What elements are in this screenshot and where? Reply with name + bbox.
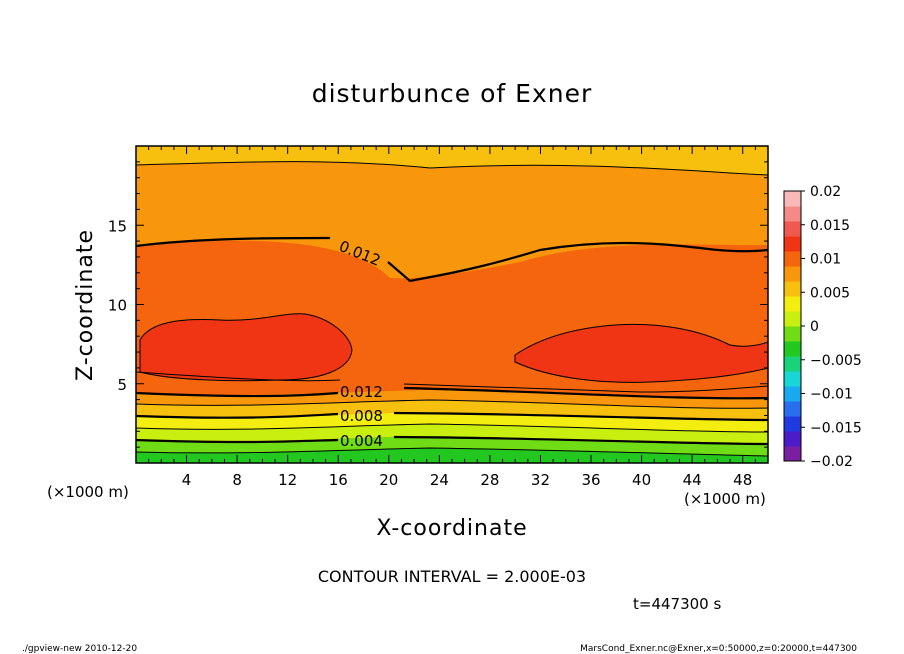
x-tick-label: 24 <box>430 471 449 489</box>
x-tick-label: 4 <box>182 471 192 489</box>
colorbar-cell <box>784 416 801 432</box>
z-axis-ticks: 5 10 15 <box>108 145 768 464</box>
x-tick-label: 16 <box>329 471 348 489</box>
colorbar-tick-label: −0.015 <box>810 420 862 436</box>
colorbar-tick-label: 0 <box>810 319 819 335</box>
contour-line-mid <box>135 371 769 393</box>
colorbar-tick-label: 0.02 <box>810 184 841 200</box>
footer-right: MarsCond_Exner.nc@Exner,x=0:50000,z=0:20… <box>580 644 857 654</box>
colorbar-cell <box>784 266 801 282</box>
contour-label-0012-lower: 0.012 <box>340 383 383 401</box>
colorbar-cell <box>784 311 801 327</box>
x-tick-label: 8 <box>232 471 242 489</box>
colorbar-cell <box>784 356 801 372</box>
chart-title: disturbunce of Exner <box>312 79 593 108</box>
colorbar-cell <box>784 401 801 417</box>
contour-interval-text: CONTOUR INTERVAL = 2.000E-03 <box>318 567 586 586</box>
colorbar-cell <box>784 371 801 387</box>
colorbar-cell <box>784 221 801 237</box>
band-bottom-1 <box>136 400 768 420</box>
colorbar-tick-label: −0.005 <box>810 353 862 369</box>
contour-line-top <box>135 161 769 176</box>
colorbar-cell <box>784 191 801 207</box>
band-top-0 <box>136 146 768 175</box>
colorbar-cell <box>784 341 801 357</box>
contour-label-0004: 0.004 <box>340 432 383 450</box>
z-tick-label: 15 <box>108 217 127 235</box>
contour-line-0008 <box>135 411 769 422</box>
x-tick-label: 36 <box>581 471 600 489</box>
colorbar <box>783 190 802 462</box>
x-tick-label: 48 <box>733 471 752 489</box>
x-tick-label: 40 <box>632 471 651 489</box>
x-unit-left: (×1000 m) <box>47 483 129 501</box>
z-tick-label: 5 <box>117 376 127 394</box>
x-tick-label: 20 <box>379 471 398 489</box>
colorbar-cell <box>784 281 801 297</box>
contour-line-b5 <box>135 447 769 457</box>
colorbar-cell <box>784 251 801 267</box>
y-axis-label: Z-coordinate <box>73 229 98 381</box>
colorbar-tick-label: 0.01 <box>810 252 841 268</box>
x-tick-label: 44 <box>683 471 702 489</box>
x-axis-ticks: 4 8 12 16 20 24 28 32 36 40 44 48 <box>135 146 769 489</box>
colorbar-cell <box>784 296 801 312</box>
colorbar-cell <box>784 206 801 222</box>
contour-line-0004 <box>135 435 769 446</box>
colorbar-cell <box>784 236 801 252</box>
core-left <box>139 313 353 382</box>
z-tick-label: 10 <box>108 297 127 315</box>
x-tick-label: 12 <box>278 471 297 489</box>
x-axis-label: X-coordinate <box>376 516 527 541</box>
colorbar-labels: 0.02 0.015 0.01 0.005 0 −0.005 −0.01 −0.015 −0.0… <box>801 184 862 470</box>
colorbar-tick-label: 0.005 <box>810 285 850 301</box>
colorbar-cell <box>784 431 801 447</box>
colorbar-tick-label: −0.01 <box>810 387 853 403</box>
colorbar-cell <box>784 386 801 402</box>
plot-area: 0.012 0.012 0.008 0.004 <box>135 145 769 464</box>
footer-left: ./gpview-new 2010-12-20 <box>22 644 137 654</box>
colorbar-tick-label: −0.02 <box>810 454 853 470</box>
colorbar-tick-label: 0.015 <box>810 218 850 234</box>
time-text: t=447300 s <box>633 595 721 613</box>
contour-line-b3 <box>135 423 769 433</box>
core-right <box>514 323 769 383</box>
colorbar-cell <box>784 446 801 462</box>
x-tick-label: 28 <box>480 471 499 489</box>
contour-line-b1 <box>135 399 769 409</box>
contour-line-0012-lower <box>135 386 769 400</box>
contour-line-0012-upper <box>135 236 769 283</box>
colorbar-cell <box>784 326 801 342</box>
contour-label-0008: 0.008 <box>340 407 383 425</box>
x-unit-right: (×1000 m) <box>684 490 766 508</box>
band-top-1 <box>136 161 768 279</box>
x-tick-label: 32 <box>531 471 550 489</box>
